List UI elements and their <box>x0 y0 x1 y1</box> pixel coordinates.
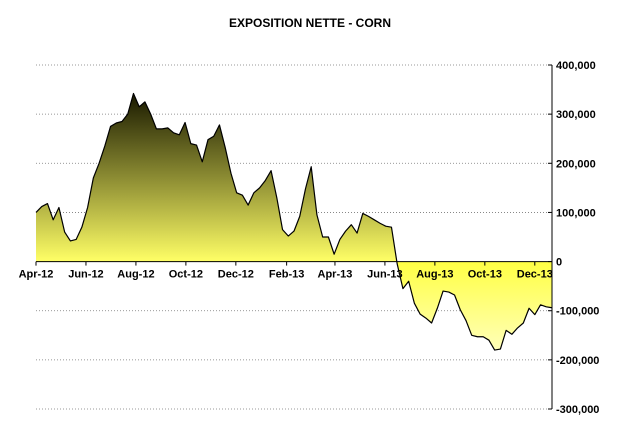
y-tick-label: -100,000 <box>556 306 599 318</box>
y-tick-label: -300,000 <box>556 404 599 416</box>
x-tick-label: Feb-13 <box>269 269 304 281</box>
positive-area <box>36 93 552 262</box>
y-tick-label: 100,000 <box>556 207 596 219</box>
x-tick-label: Jun-12 <box>68 269 103 281</box>
x-tick-label: Dec-12 <box>218 269 254 281</box>
x-tick-label: Aug-13 <box>416 269 453 281</box>
x-tick-label: Oct-12 <box>169 269 203 281</box>
x-tick-label: Apr-13 <box>318 269 353 281</box>
negative-area <box>396 261 552 351</box>
x-tick-label: Apr-12 <box>19 269 54 281</box>
y-tick-label: 400,000 <box>556 60 596 72</box>
y-tick-label: -200,000 <box>556 355 599 367</box>
y-tick-label: 0 <box>556 257 562 269</box>
y-tick-label: 200,000 <box>556 158 596 170</box>
x-tick-label: Jun-13 <box>367 269 402 281</box>
x-tick-label: Oct-13 <box>468 269 502 281</box>
x-tick-label: Dec-13 <box>517 269 553 281</box>
series-line <box>35 92 553 351</box>
x-tick-label: Aug-12 <box>117 269 154 281</box>
y-tick-label: 300,000 <box>556 109 596 121</box>
chart-title: EXPOSITION NETTE - CORN <box>229 16 391 30</box>
